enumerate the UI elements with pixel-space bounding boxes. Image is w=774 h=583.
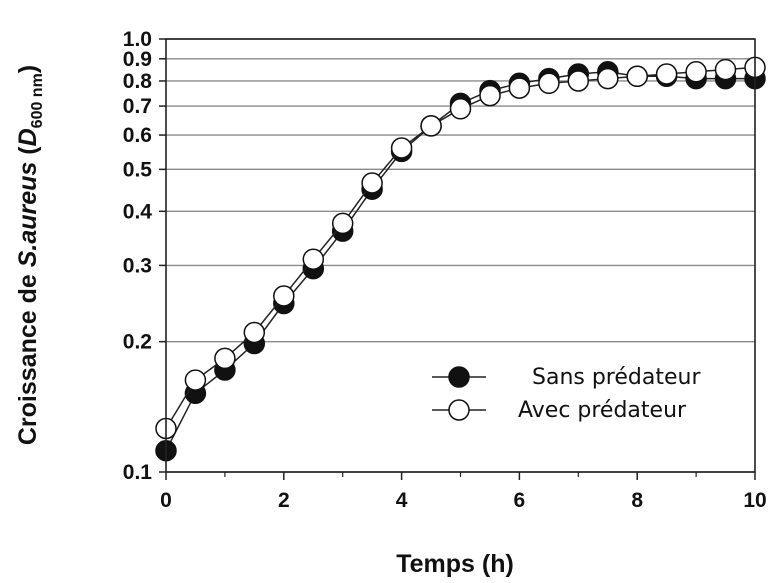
- axis-ticks: [159, 38, 756, 480]
- data-point: [538, 72, 560, 95]
- data-point: [184, 369, 207, 391]
- y-axis-title-close: ): [14, 65, 42, 73]
- data-point: [449, 98, 472, 120]
- y-tick-label: 1.0: [123, 28, 152, 51]
- y-axis-title-open: (: [14, 146, 42, 162]
- data-point: [626, 65, 648, 88]
- data-point: [714, 58, 737, 81]
- y-axis-title-prefix: Croissance de: [14, 267, 42, 445]
- data-point: [597, 67, 619, 90]
- y-tick-label: 0.7: [123, 95, 152, 118]
- legend-marker-avec: [448, 399, 470, 421]
- data-point: [273, 285, 295, 307]
- x-tick-label: 10: [743, 489, 766, 512]
- series-line: [165, 71, 755, 452]
- data-point: [302, 248, 325, 270]
- data-point: [390, 137, 413, 159]
- y-axis-title-organism: S.aureus: [14, 162, 42, 268]
- legend-label-sans: Sans prédateur: [532, 365, 701, 390]
- series-2: [155, 56, 766, 440]
- y-axis-title-symbol: D: [14, 128, 42, 146]
- data-point: [479, 84, 501, 107]
- series-layer: [155, 56, 766, 462]
- y-axis-title: Croissance de S.aureus (D600 nm): [14, 65, 46, 445]
- plot-frame: [165, 38, 756, 473]
- y-tick-label: 0.5: [123, 158, 153, 181]
- y-tick-label: 0.9: [123, 48, 152, 71]
- data-point: [331, 212, 354, 235]
- data-point: [243, 321, 266, 344]
- y-tick-labels: 0.1 0.2 0.3 0.4 0.5 0.6 0.70.80.91.0: [123, 28, 153, 484]
- y-tick-label: 0.1: [123, 461, 153, 484]
- x-tick-label: 6: [514, 489, 526, 512]
- data-point: [214, 347, 236, 370]
- y-tick-label: 0.2: [123, 331, 152, 354]
- x-tick-label: 2: [278, 489, 290, 512]
- y-tick-label: 0.3: [123, 254, 152, 277]
- legend-marker-sans: [448, 366, 470, 388]
- x-axis-title: Temps (h): [396, 550, 514, 578]
- legend: Sans prédateur Avec prédateur: [432, 365, 701, 423]
- data-point: [361, 172, 383, 194]
- x-tick-label: 4: [396, 489, 408, 512]
- data-point: [567, 70, 590, 92]
- x-tick-label: 8: [631, 489, 643, 512]
- y-axis-title-subscript: 600 nm: [29, 73, 46, 128]
- x-tick-label: 0: [160, 489, 172, 512]
- data-point: [420, 115, 442, 137]
- data-point: [685, 61, 707, 83]
- legend-label-avec: Avec prédateur: [518, 398, 687, 423]
- data-point: [508, 77, 531, 99]
- y-tick-label: 0.4: [123, 200, 153, 223]
- x-tick-labels: 0 2 4 6 8 10: [160, 489, 767, 512]
- y-tick-label: 0.8: [123, 70, 153, 93]
- y-tick-label: 0.6: [123, 124, 152, 147]
- data-point: [655, 63, 678, 85]
